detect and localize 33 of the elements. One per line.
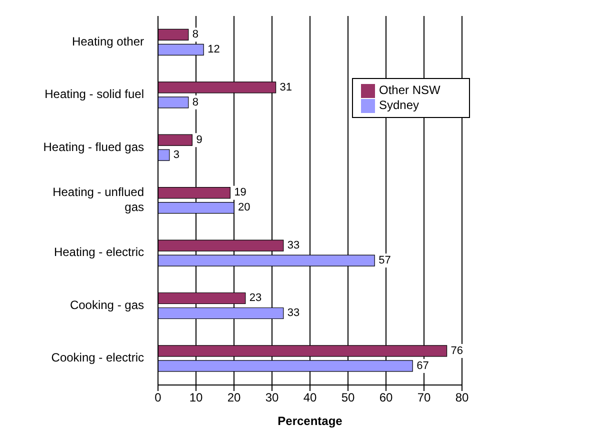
x-tick-label: 40: [303, 390, 317, 405]
x-tick-label: 10: [189, 390, 203, 405]
data-label: 31: [280, 81, 292, 94]
y-tick-label: Heating - flued gas: [43, 140, 144, 154]
x-tick-label: 20: [227, 390, 241, 405]
legend-label: Other NSW: [379, 83, 440, 97]
data-label: 12: [208, 44, 220, 56]
y-tick-label: Cooking - gas: [70, 298, 144, 312]
data-label: 33: [287, 307, 300, 320]
x-tick-label: 70: [417, 390, 431, 405]
y-tick-label: Heating other: [72, 34, 144, 49]
x-tick-label: 30: [265, 390, 279, 405]
y-tick-label: Cooking - electric: [51, 350, 144, 365]
data-label: 20: [238, 202, 250, 214]
x-tick-label: 60: [379, 390, 393, 405]
data-label: 57: [378, 254, 391, 266]
data-label: 8: [192, 28, 199, 41]
data-label: 76: [450, 344, 464, 357]
y-tick-label: Heating - electric: [54, 245, 144, 260]
data-label: 8: [192, 96, 199, 108]
x-tick-label: 0: [154, 390, 162, 405]
data-label: 67: [416, 360, 429, 372]
data-label: 19: [234, 186, 246, 199]
x-tick-label: 50: [341, 390, 355, 405]
y-tick-label: Heating - unflued gas: [52, 185, 144, 214]
data-label: 9: [196, 134, 202, 146]
y-tick-label: Heating - solid fuel: [44, 87, 144, 102]
x-axis-title: Percentage: [278, 414, 343, 428]
x-tick-label: 80: [455, 390, 469, 405]
data-label: 33: [287, 239, 300, 252]
data-label: 3: [173, 149, 180, 162]
data-label: 23: [249, 292, 262, 304]
legend-label: Sydney: [379, 98, 420, 112]
